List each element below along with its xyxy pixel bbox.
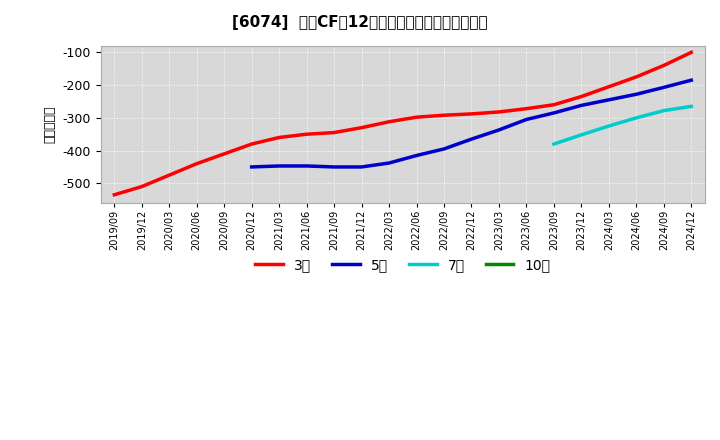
Legend: 3年, 5年, 7年, 10年: 3年, 5年, 7年, 10年 xyxy=(250,253,556,278)
Text: [6074]  投資CFの12か月移動合計の平均値の推移: [6074] 投資CFの12か月移動合計の平均値の推移 xyxy=(232,15,488,30)
Y-axis label: （百万円）: （百万円） xyxy=(44,106,57,143)
